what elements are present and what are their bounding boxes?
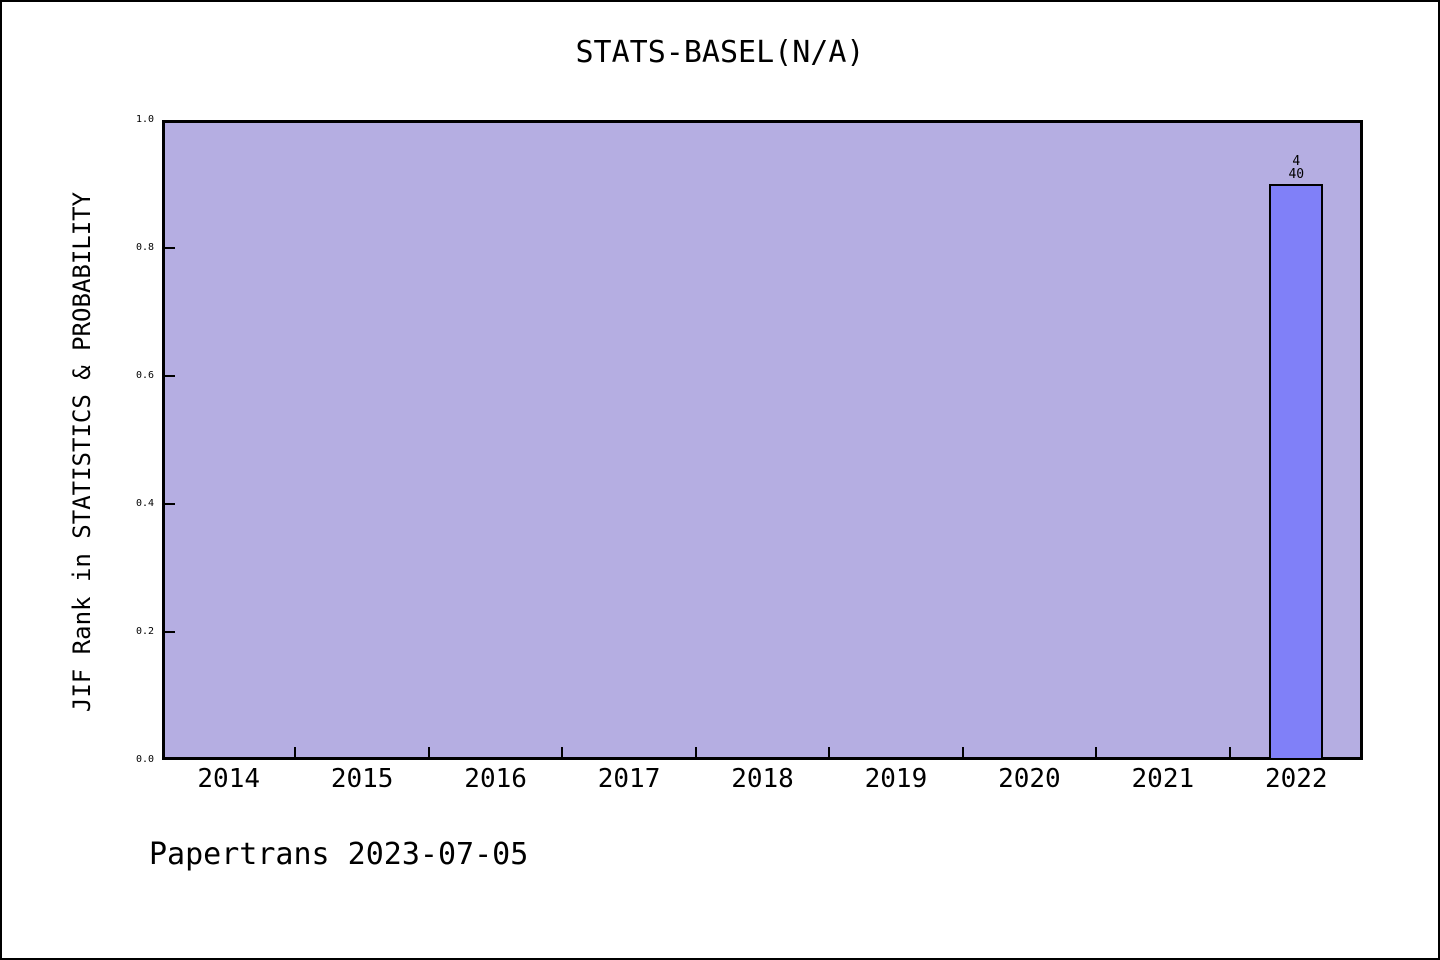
plot-area — [162, 120, 1363, 760]
y-axis-tick-label: 0.8 — [135, 242, 154, 253]
x-axis-tick-label: 2022 — [1264, 764, 1328, 794]
y-axis-tick-label: 0.4 — [135, 498, 154, 509]
chart-title: STATS-BASEL(N/A) — [575, 35, 865, 70]
y-axis-tick-label: 1.0 — [135, 114, 154, 125]
x-axis-tick-label: 2019 — [864, 764, 928, 794]
x-axis-tick-label: 2018 — [731, 764, 794, 794]
x-axis-tick-label: 2020 — [998, 764, 1061, 794]
y-axis-tick-label: 0.6 — [135, 370, 154, 381]
y-axis-label: JIF Rank in STATISTICS & PROBABILITY — [68, 191, 96, 713]
y-axis-tick-label: 0.0 — [135, 754, 154, 765]
x-axis-tick-label: 2014 — [197, 764, 261, 794]
x-axis-tick-label: 2015 — [330, 764, 394, 794]
footer-caption: Papertrans 2023-07-05 — [149, 837, 529, 872]
y-axis-tick-label: 0.2 — [135, 626, 154, 637]
x-axis-tick-label: 2017 — [597, 764, 661, 794]
x-axis-tick-label: 2021 — [1131, 764, 1195, 794]
x-axis-tick-label: 2016 — [464, 764, 527, 794]
